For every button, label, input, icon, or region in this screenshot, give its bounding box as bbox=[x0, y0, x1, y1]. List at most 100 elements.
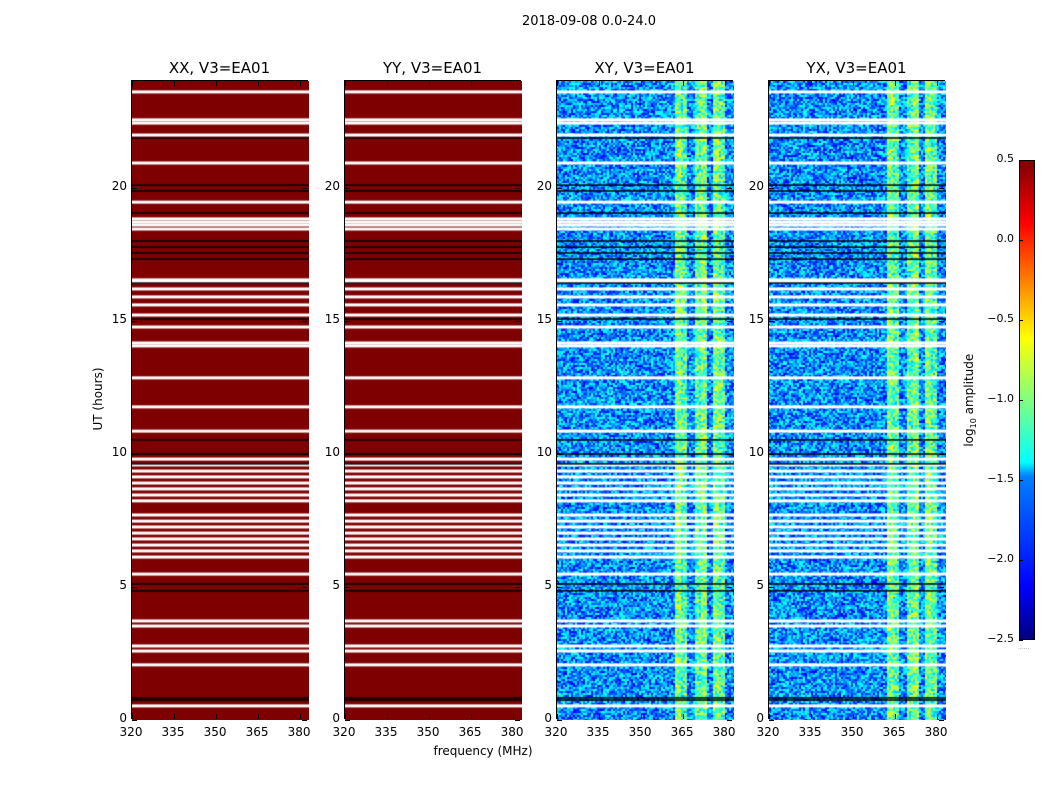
x-tick bbox=[895, 714, 897, 719]
y-tick-label: 0 bbox=[756, 711, 764, 725]
x-tick-label: 335 bbox=[798, 725, 822, 739]
x-tick-label: 365 bbox=[882, 725, 906, 739]
colorbar-tick bbox=[1019, 240, 1023, 241]
x-tick-label: 365 bbox=[245, 725, 269, 739]
y-tick bbox=[302, 187, 307, 189]
x-tick-label: 335 bbox=[374, 725, 398, 739]
x-tick bbox=[895, 81, 897, 86]
colorbar-tick bbox=[1019, 480, 1023, 481]
colorbar-extend-marker: ...... bbox=[1018, 644, 1030, 651]
x-tick-label: 365 bbox=[670, 725, 694, 739]
y-tick bbox=[302, 453, 307, 455]
x-tick bbox=[557, 714, 558, 719]
y-tick bbox=[515, 720, 520, 721]
x-tick bbox=[937, 714, 939, 719]
y-tick bbox=[515, 320, 520, 322]
y-tick bbox=[132, 453, 137, 455]
y-tick-label: 5 bbox=[544, 577, 552, 592]
heatmap-panel-3 bbox=[556, 80, 734, 721]
x-tick bbox=[811, 81, 812, 86]
heatmap-image bbox=[132, 81, 309, 720]
y-tick bbox=[557, 453, 562, 455]
x-tick-label: 380 bbox=[500, 725, 524, 739]
colorbar-tick bbox=[1019, 640, 1023, 641]
y-tick-label: 5 bbox=[756, 577, 764, 592]
x-tick bbox=[471, 714, 473, 719]
x-tick-label: 365 bbox=[458, 725, 482, 739]
x-tick bbox=[300, 81, 302, 86]
x-tick bbox=[599, 714, 600, 719]
heatmap-image bbox=[345, 81, 522, 720]
x-tick bbox=[300, 714, 302, 719]
y-axis-label: UT (hours) bbox=[91, 367, 105, 431]
panel-title: XY, V3=EA01 bbox=[594, 59, 695, 77]
colorbar-tick-label: −0.5 bbox=[987, 312, 1014, 325]
x-tick-label: 320 bbox=[544, 725, 568, 739]
y-tick bbox=[345, 320, 350, 322]
x-tick bbox=[345, 81, 346, 86]
colorbar-tick-label: −1.0 bbox=[987, 392, 1014, 405]
colorbar-tick bbox=[1019, 400, 1023, 401]
y-tick-label: 20 bbox=[111, 178, 127, 193]
y-tick-label: 0 bbox=[332, 711, 340, 725]
x-tick bbox=[216, 714, 218, 719]
y-tick-label: 0 bbox=[544, 711, 552, 725]
colorbar-tick-label: −1.5 bbox=[987, 472, 1014, 485]
colorbar-label: log10 amplitude bbox=[961, 353, 979, 447]
y-tick bbox=[132, 187, 137, 189]
y-tick bbox=[939, 586, 944, 588]
panel-title: XX, V3=EA01 bbox=[168, 59, 271, 77]
x-tick bbox=[387, 714, 388, 719]
heatmap-panel-2 bbox=[344, 80, 522, 721]
x-tick bbox=[683, 714, 685, 719]
y-tick bbox=[769, 586, 774, 588]
y-tick bbox=[345, 720, 350, 721]
y-tick-label: 15 bbox=[111, 311, 127, 326]
x-tick bbox=[345, 714, 346, 719]
x-tick-label: 320 bbox=[332, 725, 356, 739]
y-tick bbox=[727, 320, 732, 322]
y-tick-label: 10 bbox=[324, 444, 340, 459]
y-tick bbox=[939, 187, 944, 189]
y-tick bbox=[515, 586, 520, 588]
x-tick bbox=[471, 81, 473, 86]
x-tick bbox=[258, 714, 260, 719]
x-tick bbox=[599, 81, 600, 86]
y-tick-label: 15 bbox=[536, 311, 552, 326]
x-tick-label: 350 bbox=[203, 725, 227, 739]
x-tick bbox=[769, 81, 770, 86]
y-tick bbox=[727, 586, 732, 588]
x-tick bbox=[216, 81, 218, 86]
heatmap-panel-4 bbox=[768, 80, 946, 721]
y-tick bbox=[727, 453, 732, 455]
y-tick bbox=[132, 720, 137, 721]
x-tick-label: 350 bbox=[416, 725, 440, 739]
x-tick bbox=[769, 714, 770, 719]
y-tick bbox=[557, 187, 562, 189]
x-tick bbox=[513, 81, 515, 86]
y-tick bbox=[939, 320, 944, 322]
x-tick-label: 320 bbox=[756, 725, 780, 739]
x-tick bbox=[641, 81, 643, 86]
x-tick bbox=[853, 714, 855, 719]
x-tick-label: 380 bbox=[287, 725, 311, 739]
colorbar-tick bbox=[1019, 320, 1023, 321]
panel-title: YY, V3=EA01 bbox=[382, 59, 483, 77]
x-tick bbox=[387, 81, 388, 86]
x-tick bbox=[174, 81, 175, 86]
x-tick bbox=[258, 81, 260, 86]
x-tick bbox=[725, 714, 727, 719]
y-tick bbox=[132, 586, 137, 588]
heatmap-image bbox=[557, 81, 734, 720]
x-tick bbox=[174, 714, 175, 719]
x-tick bbox=[725, 81, 727, 86]
y-tick bbox=[557, 320, 562, 322]
x-tick bbox=[132, 81, 133, 86]
colorbar-tick-label: 0.0 bbox=[996, 232, 1015, 245]
y-tick-label: 0 bbox=[119, 711, 127, 725]
figure-title: 2018-09-08 0.0-24.0 bbox=[522, 14, 656, 29]
y-tick bbox=[769, 453, 774, 455]
x-tick bbox=[132, 714, 133, 719]
y-tick bbox=[727, 187, 732, 189]
y-tick bbox=[345, 187, 350, 189]
